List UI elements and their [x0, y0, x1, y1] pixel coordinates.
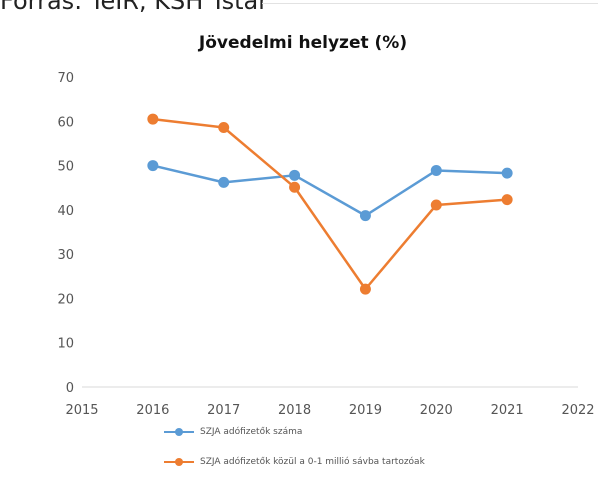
data-point — [359, 283, 371, 295]
x-tick-label: 2022 — [561, 403, 594, 418]
data-point — [289, 181, 301, 193]
legend-item: SZJA adófizetők száma — [164, 425, 425, 439]
data-point — [501, 167, 513, 179]
y-tick-label: 10 — [57, 337, 74, 352]
legend-swatch — [164, 427, 194, 437]
series-line — [152, 117, 508, 291]
data-point — [147, 160, 159, 172]
x-tick-label: 2021 — [491, 403, 524, 418]
data-point — [501, 194, 513, 206]
y-tick-label: 0 — [66, 381, 74, 396]
data-point — [430, 164, 442, 176]
y-tick-label: 40 — [57, 204, 74, 219]
y-tick-label: 30 — [57, 248, 74, 263]
x-tick-label: 2019 — [349, 403, 382, 418]
data-point — [147, 113, 159, 125]
x-tick-label: 2016 — [136, 403, 169, 418]
page-heading-fragment: Forrás: TeIR, KSH Tstar — [0, 0, 269, 15]
y-tick-label: 50 — [57, 160, 74, 175]
x-tick-label: 2015 — [65, 403, 98, 418]
x-tick-label: 2017 — [207, 403, 240, 418]
legend-label: SZJA adófizetők közül a 0-1 millió sávba… — [200, 457, 425, 467]
y-tick-label: 70 — [57, 71, 74, 86]
legend-item: SZJA adófizetők közül a 0-1 millió sávba… — [164, 455, 425, 469]
chart-legend: SZJA adófizetők száma SZJA adófizetők kö… — [164, 425, 425, 485]
data-point — [289, 169, 301, 181]
legend-swatch — [164, 457, 194, 467]
data-point — [218, 176, 230, 188]
x-tick-label: 2018 — [278, 403, 311, 418]
x-tick-label: 2020 — [420, 403, 453, 418]
y-tick-label: 20 — [57, 292, 74, 307]
chart-title: Jövedelmi helyzet (%) — [198, 33, 408, 53]
data-point — [359, 210, 371, 222]
series-line — [152, 164, 508, 217]
data-point — [218, 121, 230, 133]
y-tick-label: 60 — [57, 115, 74, 130]
legend-label: SZJA adófizetők száma — [200, 427, 303, 437]
divider — [262, 3, 598, 4]
data-point — [430, 199, 442, 211]
